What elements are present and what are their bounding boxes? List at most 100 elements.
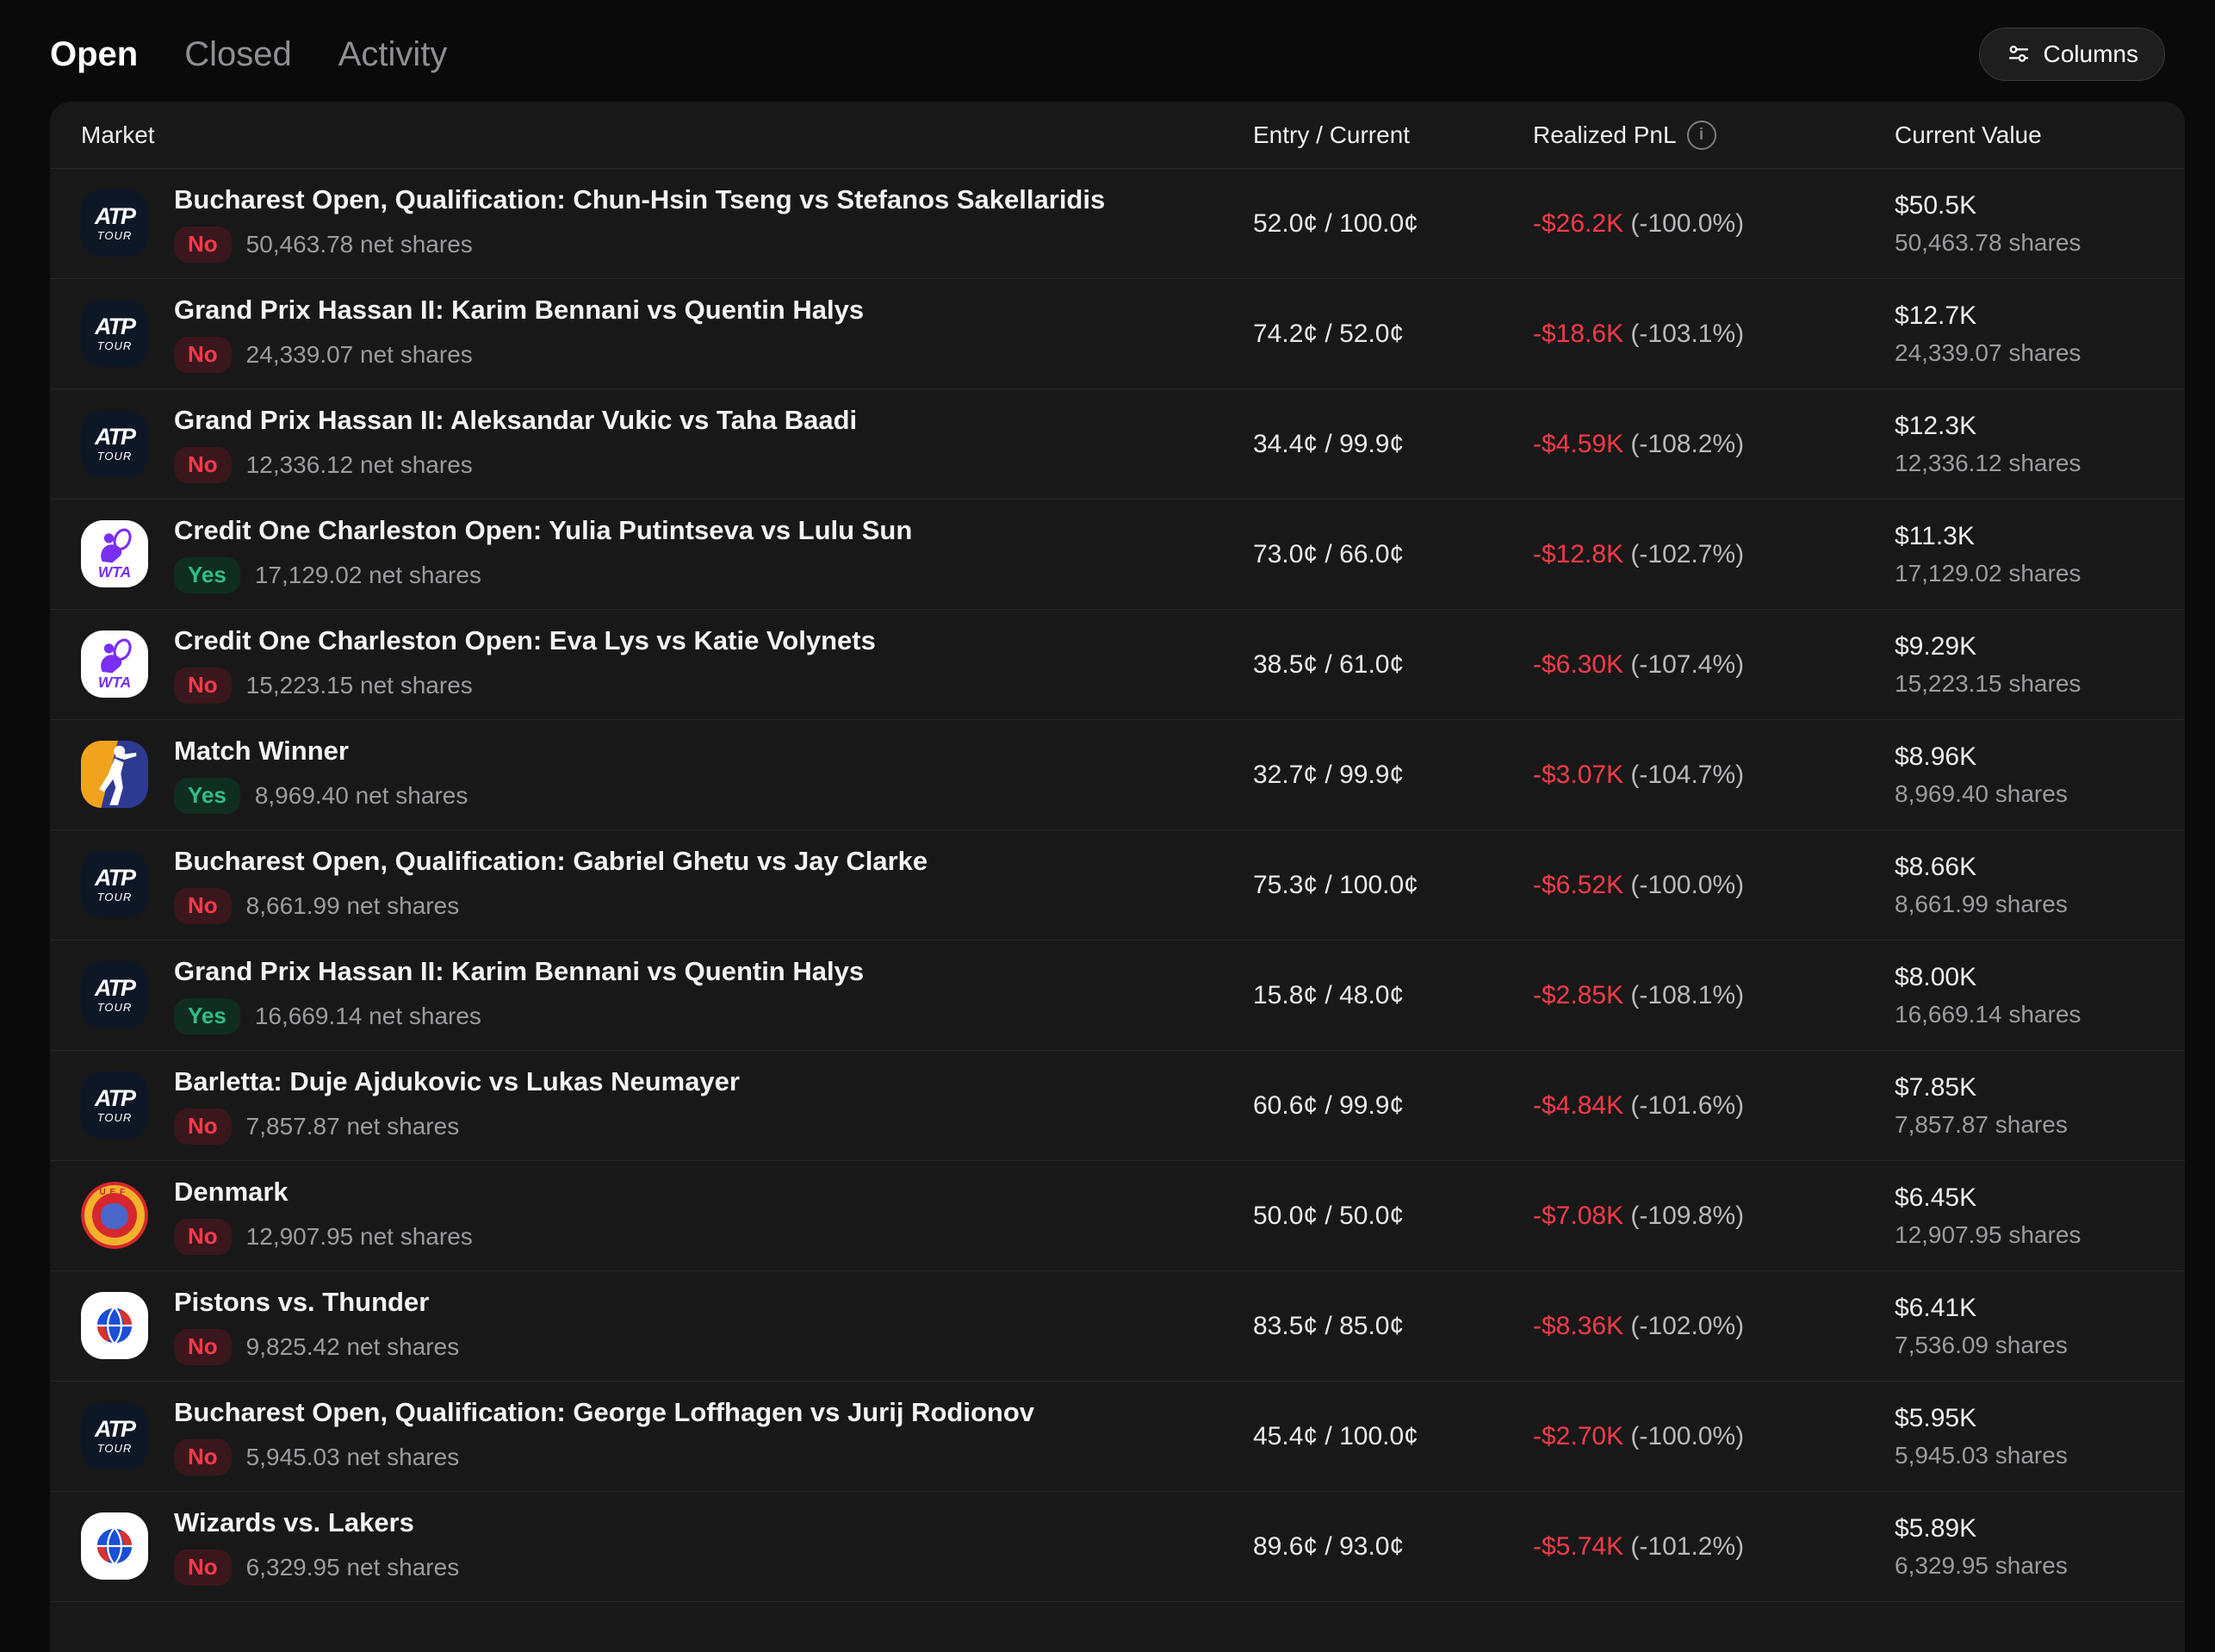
tab-open[interactable]: Open: [50, 34, 139, 73]
net-shares-label: 8,969.40 net shares: [254, 781, 468, 809]
tab-closed[interactable]: Closed: [184, 34, 292, 73]
outcome-badge: No: [174, 1329, 232, 1365]
entry-current-value: 60.6¢ / 99.9¢: [1253, 1090, 1405, 1120]
net-shares-label: 24,339.07 net shares: [245, 340, 473, 368]
svg-text:WTA: WTA: [98, 564, 131, 581]
realized-pnl-value: -$6.52K (-100.0%): [1533, 871, 1895, 900]
current-value-cell: $9.29K 15,223.15 shares: [1895, 632, 2185, 698]
net-shares-label: 17,129.02 net shares: [254, 561, 481, 588]
current-value-amount: $8.96K: [1895, 742, 1977, 771]
table-row[interactable]: ATP TOUR Grand Prix Hassan II: Karim Benn…: [50, 941, 2185, 1051]
atp-tour-icon: ATP TOUR: [81, 410, 148, 478]
pnl-amount: -$12.8K: [1533, 539, 1624, 568]
pnl-amount: -$2.70K: [1533, 1421, 1624, 1450]
atp-tour-icon: ATP TOUR: [81, 1071, 148, 1140]
market-cell: ATP TOUR Grand Prix Hassan II: Karim Benn…: [81, 956, 1253, 1034]
net-shares-label: 6,329.95 net shares: [245, 1553, 460, 1581]
outcome-badge: No: [174, 888, 232, 924]
table-row[interactable]: Match Winner Yes 8,969.40 net shares 32.…: [50, 720, 2185, 830]
table-row[interactable]: Wizards vs. Lakers No 6,329.95 net share…: [50, 1492, 2185, 1602]
positions-table: Market Entry / Current Realized PnL i Cu…: [50, 102, 2185, 1652]
entry-current-value: 73.0¢ / 66.0¢: [1253, 539, 1405, 568]
pnl-percent: (-100.0%): [1630, 208, 1745, 238]
realized-pnl-value: -$2.70K (-100.0%): [1533, 1422, 1895, 1451]
realized-pnl-value: -$7.08K (-109.8%): [1533, 1202, 1895, 1231]
current-value-shares: 16,669.14 shares: [1895, 1000, 2082, 1028]
table-row[interactable]: WTA Credit One Charleston Open: Yulia Pu…: [50, 500, 2185, 610]
atp-tour-icon: ATP TOUR: [81, 189, 148, 258]
table-row[interactable]: WTA Credit One Charleston Open: Eva Lys …: [50, 610, 2185, 720]
info-icon[interactable]: i: [1686, 120, 1716, 150]
wta-icon: WTA: [81, 520, 148, 588]
column-header-current-value: Current Value: [1895, 121, 2042, 148]
market-title: Pistons vs. Thunder: [174, 1287, 430, 1318]
net-shares-label: 15,223.15 net shares: [245, 671, 473, 699]
outcome-badge: No: [174, 1109, 232, 1145]
portfolio-tab-bar: Open Closed Activity Columns: [0, 0, 2215, 105]
market-title: Credit One Charleston Open: Eva Lys vs K…: [174, 625, 876, 656]
market-cell: ATP TOUR Bucharest Open, Qualification: G…: [81, 1397, 1253, 1475]
entry-current-value: 52.0¢ / 100.0¢: [1253, 208, 1418, 238]
table-row[interactable]: ATP TOUR Bucharest Open, Qualification: C…: [50, 169, 2185, 279]
current-value-shares: 12,336.12 shares: [1895, 449, 2082, 476]
table-row[interactable]: U E F A Denmark No 12,907.95 net shares …: [50, 1161, 2185, 1271]
uefa-icon: U E F A: [81, 1182, 148, 1250]
pnl-amount: -$3.07K: [1533, 760, 1624, 789]
pnl-percent: (-103.1%): [1630, 319, 1745, 348]
pnl-amount: -$4.84K: [1533, 1090, 1624, 1120]
outcome-badge: No: [174, 1439, 232, 1475]
atp-tour-icon: ATP TOUR: [81, 1402, 148, 1470]
current-value-amount: $7.85K: [1895, 1072, 1977, 1102]
pnl-amount: -$2.85K: [1533, 980, 1624, 1009]
table-header-row: Market Entry / Current Realized PnL i Cu…: [50, 102, 2185, 169]
atp-tour-icon: ATP TOUR: [81, 851, 148, 919]
market-cell: U E F A Denmark No 12,907.95 net shares: [81, 1177, 1253, 1255]
market-cell: ATP TOUR Grand Prix Hassan II: Karim Benn…: [81, 295, 1253, 373]
current-value-shares: 8,661.99 shares: [1895, 890, 2068, 917]
current-value-amount: $9.29K: [1895, 631, 1977, 661]
nba-icon: [81, 1292, 148, 1360]
pnl-percent: (-104.7%): [1630, 760, 1745, 789]
current-value-shares: 6,329.95 shares: [1895, 1551, 2068, 1579]
columns-button[interactable]: Columns: [1978, 28, 2165, 81]
current-value-amount: $6.41K: [1895, 1293, 1977, 1322]
entry-current-value: 75.3¢ / 100.0¢: [1253, 870, 1418, 899]
current-value-amount: $12.3K: [1895, 411, 1977, 440]
columns-sliders-icon: [2006, 41, 2032, 67]
realized-pnl-value: -$26.2K (-100.0%): [1533, 209, 1895, 239]
current-value-shares: 8,969.40 shares: [1895, 779, 2068, 807]
current-value-shares: 50,463.78 shares: [1895, 228, 2082, 256]
realized-pnl-value: -$4.84K (-101.6%): [1533, 1091, 1895, 1121]
table-row[interactable]: ATP TOUR Bucharest Open, Qualification: G…: [50, 1382, 2185, 1492]
table-row[interactable]: Pistons vs. Thunder No 9,825.42 net shar…: [50, 1271, 2185, 1382]
market-title: Grand Prix Hassan II: Karim Bennani vs Q…: [174, 295, 865, 326]
pnl-amount: -$8.36K: [1533, 1311, 1624, 1340]
table-row[interactable]: ATP TOUR Grand Prix Hassan II: Aleksandar…: [50, 389, 2185, 500]
entry-current-value: 45.4¢ / 100.0¢: [1253, 1421, 1418, 1450]
pnl-amount: -$26.2K: [1533, 208, 1624, 238]
table-row[interactable]: ATP TOUR Barletta: Duje Ajdukovic vs Luka…: [50, 1051, 2185, 1161]
table-row[interactable]: ATP TOUR Grand Prix Hassan II: Karim Benn…: [50, 279, 2185, 389]
current-value-cell: $8.66K 8,661.99 shares: [1895, 853, 2185, 918]
current-value-cell: $7.85K 7,857.87 shares: [1895, 1073, 2185, 1139]
current-value-cell: $50.5K 50,463.78 shares: [1895, 191, 2185, 257]
current-value-shares: 24,339.07 shares: [1895, 338, 2082, 366]
current-value-cell: $8.00K 16,669.14 shares: [1895, 963, 2185, 1028]
market-cell: Match Winner Yes 8,969.40 net shares: [81, 736, 1253, 814]
pnl-percent: (-100.0%): [1630, 1421, 1745, 1450]
table-body: ATP TOUR Bucharest Open, Qualification: C…: [50, 169, 2185, 1602]
pnl-amount: -$6.30K: [1533, 649, 1624, 679]
entry-current-value: 83.5¢ / 85.0¢: [1253, 1311, 1405, 1340]
outcome-badge: Yes: [174, 998, 240, 1034]
table-row[interactable]: ATP TOUR Bucharest Open, Qualification: G…: [50, 830, 2185, 941]
outcome-badge: No: [174, 337, 232, 373]
pnl-percent: (-101.6%): [1630, 1090, 1745, 1120]
net-shares-label: 16,669.14 net shares: [254, 1002, 481, 1029]
outcome-badge: No: [174, 1550, 232, 1586]
columns-button-label: Columns: [2043, 40, 2138, 67]
entry-current-value: 38.5¢ / 61.0¢: [1253, 649, 1405, 679]
realized-pnl-value: -$12.8K (-102.7%): [1533, 540, 1895, 569]
tab-activity[interactable]: Activity: [338, 34, 448, 73]
market-title: Grand Prix Hassan II: Karim Bennani vs Q…: [174, 956, 865, 987]
column-header-entry-current: Entry / Current: [1253, 121, 1411, 148]
